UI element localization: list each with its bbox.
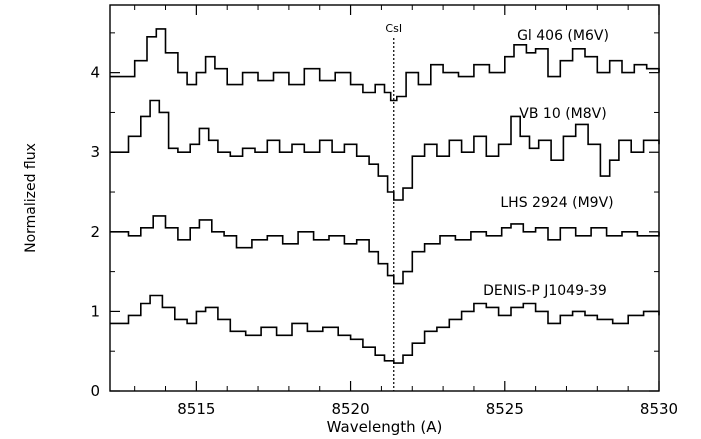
x-tick-label: 8520 xyxy=(331,400,369,418)
series-label-1: Gl 406 (M6V) xyxy=(517,28,609,44)
y-tick-label: 4 xyxy=(90,64,100,82)
x-tick-label: 8515 xyxy=(177,400,215,418)
series-line-4 xyxy=(110,294,660,364)
series-label-2: VB 10 (M8V) xyxy=(519,106,606,122)
x-axis-label: Wavelength (A) xyxy=(327,418,443,436)
csi-marker-label: CsI xyxy=(385,22,402,35)
x-axis: 8515 8520 8525 8530 xyxy=(134,5,678,418)
series-line-1 xyxy=(110,28,660,102)
series-line-3 xyxy=(110,215,660,285)
series-labels: Gl 406 (M6V) VB 10 (M8V) LHS 2924 (M9V) DEN… xyxy=(483,28,613,299)
series-label-4: DENIS-P J1049-39 xyxy=(483,283,607,299)
y-axis: 0 1 2 3 4 xyxy=(90,32,659,400)
y-tick-label: 1 xyxy=(90,302,100,320)
y-axis-label: Normalized flux xyxy=(23,143,39,253)
y-tick-label: 3 xyxy=(90,143,100,161)
y-tick-label: 0 xyxy=(90,382,100,400)
series-line-2 xyxy=(110,99,660,201)
series-layer xyxy=(110,28,660,364)
x-tick-label: 8525 xyxy=(486,400,524,418)
series-label-3: LHS 2924 (M9V) xyxy=(500,195,613,211)
plot-frame xyxy=(109,4,660,392)
y-tick-label: 2 xyxy=(90,223,100,241)
x-tick-label: 8530 xyxy=(640,400,678,418)
